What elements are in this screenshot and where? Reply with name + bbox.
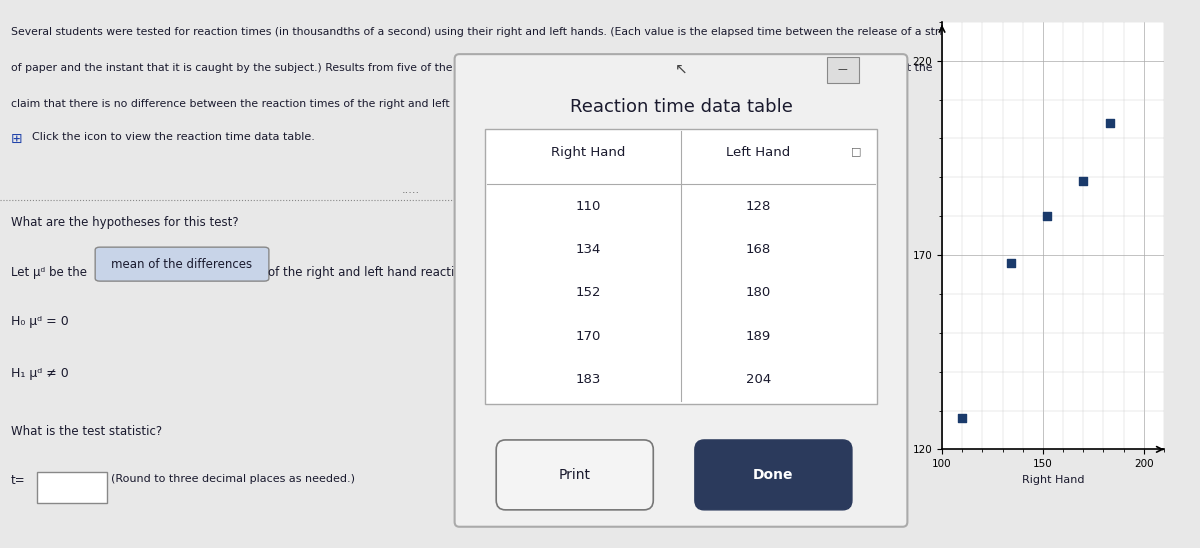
Text: 180: 180 <box>746 287 772 299</box>
Text: H₁ μᵈ ≠ 0: H₁ μᵈ ≠ 0 <box>11 367 68 380</box>
Text: 189: 189 <box>746 330 772 342</box>
Text: Reaction time data table: Reaction time data table <box>570 98 792 116</box>
Point <box>1074 177 1093 186</box>
Text: What are the hypotheses for this test?: What are the hypotheses for this test? <box>11 216 239 230</box>
Text: What is the test statistic?: What is the test statistic? <box>11 425 162 438</box>
Text: Several students were tested for reaction times (in thousandths of a second) usi: Several students were tested for reactio… <box>11 27 949 37</box>
Text: 170: 170 <box>575 330 600 342</box>
Text: Print: Print <box>559 468 590 482</box>
Text: Left Hand: Left Hand <box>726 146 791 159</box>
Text: Click the icon to view the reaction time data table.: Click the icon to view the reaction time… <box>32 132 316 141</box>
Text: 128: 128 <box>746 199 772 213</box>
Text: 168: 168 <box>746 243 772 256</box>
Text: 204: 204 <box>746 373 772 386</box>
Point <box>953 414 972 423</box>
Text: t=: t= <box>11 474 25 487</box>
Text: claim that there is no difference between the reaction times of the right and le: claim that there is no difference betwee… <box>11 99 490 109</box>
Text: mean of the differences: mean of the differences <box>112 258 252 271</box>
Text: Done: Done <box>754 468 793 482</box>
Text: (Round to three decimal places as needed.): (Round to three decimal places as needed… <box>110 474 355 484</box>
Text: 183: 183 <box>575 373 600 386</box>
Text: Right Hand: Right Hand <box>551 146 625 159</box>
FancyBboxPatch shape <box>695 440 852 510</box>
FancyBboxPatch shape <box>827 56 859 83</box>
FancyBboxPatch shape <box>37 472 107 503</box>
Text: 134: 134 <box>575 243 600 256</box>
X-axis label: Right Hand: Right Hand <box>1021 475 1085 484</box>
Point <box>1100 118 1120 127</box>
Text: 152: 152 <box>575 287 601 299</box>
Text: H₀ μᵈ = 0: H₀ μᵈ = 0 <box>11 315 68 328</box>
FancyBboxPatch shape <box>485 129 877 404</box>
Text: of the right and left hand reaction times.: of the right and left hand reaction time… <box>268 266 510 279</box>
Point <box>1001 259 1020 267</box>
FancyBboxPatch shape <box>95 247 269 281</box>
Text: .....: ..... <box>402 185 420 195</box>
Text: of paper and the instant that it is caught by the subject.) Results from five of: of paper and the instant that it is caug… <box>11 63 932 73</box>
Y-axis label: Left Hand: Left Hand <box>896 209 907 262</box>
FancyBboxPatch shape <box>455 54 907 527</box>
Text: 110: 110 <box>575 199 600 213</box>
Text: ⊞: ⊞ <box>11 132 23 146</box>
Point <box>1037 212 1056 221</box>
Text: ↖: ↖ <box>674 61 688 76</box>
Text: Let μᵈ be the: Let μᵈ be the <box>11 266 88 279</box>
Text: □: □ <box>851 146 862 156</box>
Text: —: — <box>838 65 847 75</box>
FancyBboxPatch shape <box>497 440 653 510</box>
